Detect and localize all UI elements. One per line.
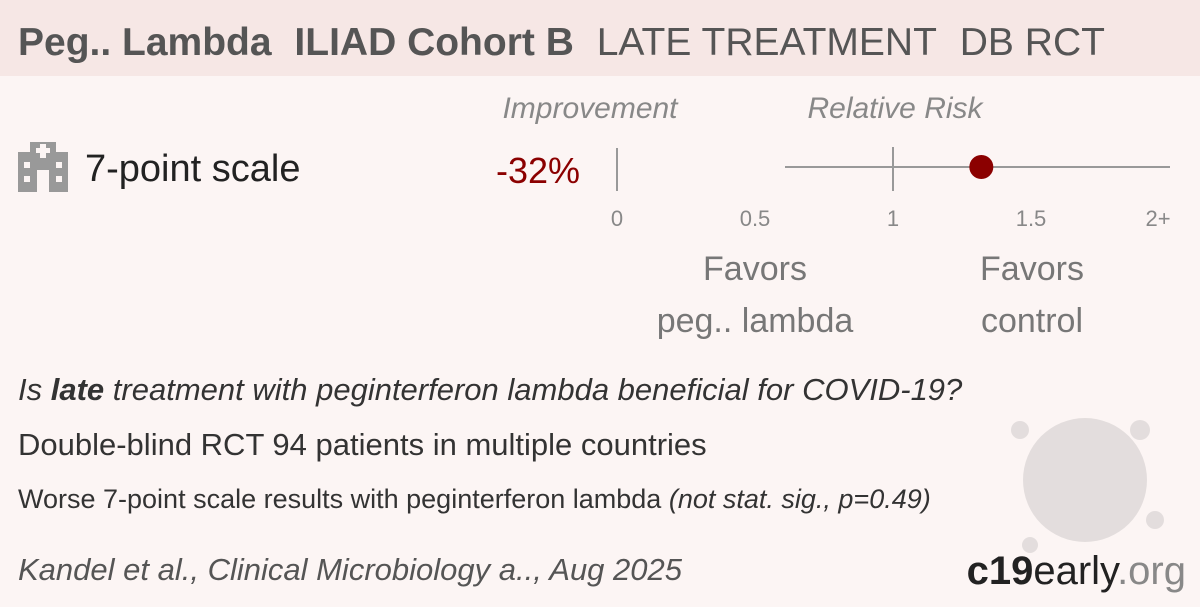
- favors-left: peg.. lambda: [657, 302, 854, 340]
- title: Peg.. Lambda ILIAD Cohort B LATE TREATME…: [18, 21, 1105, 64]
- title-part: LATE TREATMENT: [597, 21, 937, 64]
- title-part: DB RCT: [960, 21, 1105, 64]
- favors-right: control: [981, 302, 1083, 340]
- question-part: Is: [18, 372, 42, 407]
- outcome-label: 7-point scale: [85, 148, 300, 190]
- title-part: ILIAD Cohort B: [294, 21, 573, 64]
- favors-right: Favors: [980, 250, 1084, 288]
- logo-part: early: [1033, 549, 1120, 593]
- favors: Favors peg.. lambda Favors control: [657, 250, 1084, 340]
- favors-left: Favors: [703, 250, 807, 288]
- header-bar: [0, 0, 1200, 76]
- question: Is late treatment with peginterferon lam…: [18, 372, 963, 407]
- logo-part: .org: [1117, 549, 1186, 593]
- column-header: Improvement: [502, 92, 679, 125]
- result: Worse 7-point scale results with peginte…: [18, 484, 931, 514]
- design: Double-blind RCT 94 patients in multiple…: [18, 427, 707, 462]
- tick-label: 0: [611, 206, 623, 231]
- scale: 0 0.5 1 1.5 2+: [611, 147, 1171, 231]
- result-text: Worse 7-point scale results with peginte…: [18, 484, 662, 514]
- tick-label: 2+: [1145, 206, 1170, 231]
- hospital-icon: [18, 142, 68, 192]
- citation: Kandel et al., Clinical Microbiology a..…: [18, 552, 683, 587]
- tick-label: 1.5: [1016, 206, 1047, 231]
- improvement-value: -32%: [496, 150, 580, 191]
- question-emphasis: late: [51, 372, 104, 407]
- relative-risk-point: [969, 155, 994, 179]
- virus-decoration: [1011, 418, 1164, 553]
- column-header: Relative Risk: [807, 92, 984, 125]
- question-part: treatment with peginterferon lambda bene…: [113, 372, 963, 407]
- tick-label: 0.5: [740, 206, 771, 231]
- tick-label: 1: [887, 206, 899, 231]
- logo: c19early.org: [967, 549, 1186, 593]
- logo-part: c19: [967, 549, 1034, 593]
- result-significance: (not stat. sig., p=0.49): [669, 484, 931, 514]
- title-part: Peg.. Lambda: [18, 21, 272, 64]
